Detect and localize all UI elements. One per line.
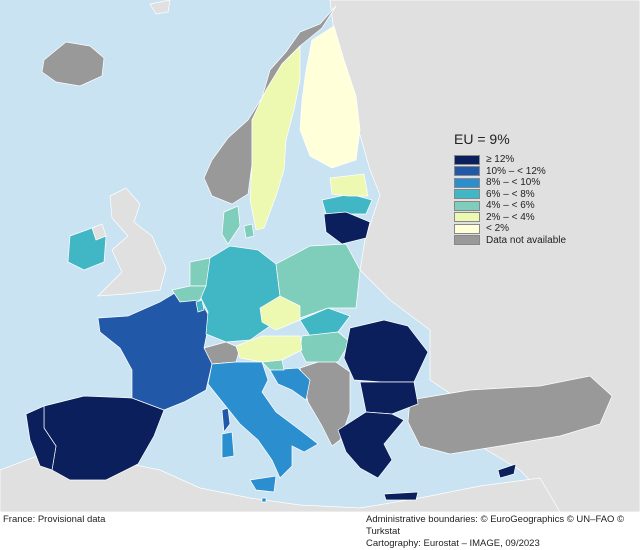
legend-label: < 2% [486,223,510,235]
belgium-shape [171,285,207,303]
legend-swatch [454,177,480,188]
france-shape [97,289,213,411]
na-countries [41,5,613,455]
sardinia-shape [221,431,235,459]
legend-swatch [454,235,480,246]
legend-swatch [454,200,480,211]
footer-credits: Administrative boundaries: © EuroGeograp… [366,514,640,550]
legend-item: Data not available [454,235,566,247]
legend-swatch [454,212,480,223]
legend-label: 6% – < 8% [486,188,535,200]
sweden-shape [249,45,301,231]
legend-swatch [454,166,480,177]
finland-shape [299,25,361,169]
turkiye-shape [407,375,613,455]
italy-shape [207,361,319,479]
corsica-shape [221,407,231,433]
estonia-shape [329,173,369,197]
cyprus-shape [497,463,517,479]
portugal-shape [25,405,57,471]
croatia-shape [269,367,311,401]
austria-shape [235,335,303,363]
eu-countries [25,25,517,503]
footer-boundaries: Administrative boundaries: © EuroGeograp… [366,514,625,537]
ireland-shape [67,227,107,271]
crete-shape [383,491,419,501]
czechia-shape [259,295,301,331]
legend-item: 4% – < 6% [454,200,566,212]
map-canvas [0,0,640,512]
legend-item: 6% – < 8% [454,189,566,201]
legend-item: 8% – < 10% [454,177,566,189]
footer-note: France: Provisional data [3,514,106,525]
denmark-shape [221,205,255,245]
legend-swatch [454,189,480,200]
legend-label: 8% – < 10% [486,177,541,189]
legend-item: 2% – < 4% [454,212,566,224]
bulgaria-shape [359,381,419,415]
footer-cartography: Cartography: Eurostat – IMAGE, 09/2023 [366,538,540,549]
map-legend: EU = 9% ≥ 12% 10% – < 12% 8% – < 10% 6% – <… [454,131,566,246]
lithuania-shape [323,211,371,245]
legend-item: < 2% [454,223,566,235]
legend-title: EU = 9% [454,131,510,147]
balkans-shape [299,357,351,447]
legend-label: 2% – < 4% [486,211,535,223]
legend-item: ≥ 12% [454,154,566,166]
sicily-shape [249,475,277,493]
iceland-shape [41,41,105,87]
legend-label: 10% – < 12% [486,165,546,177]
legend-label: Data not available [486,234,567,246]
legend-swatch [454,223,480,234]
greece-shape [337,411,405,479]
legend-item: 10% – < 12% [454,166,566,178]
legend-swatch [454,154,480,165]
legend-label: 4% – < 6% [486,200,535,212]
legend-label: ≥ 12% [486,154,515,166]
malta-shape [261,497,267,503]
germany-shape [197,245,281,343]
luxembourg-shape [195,299,205,313]
